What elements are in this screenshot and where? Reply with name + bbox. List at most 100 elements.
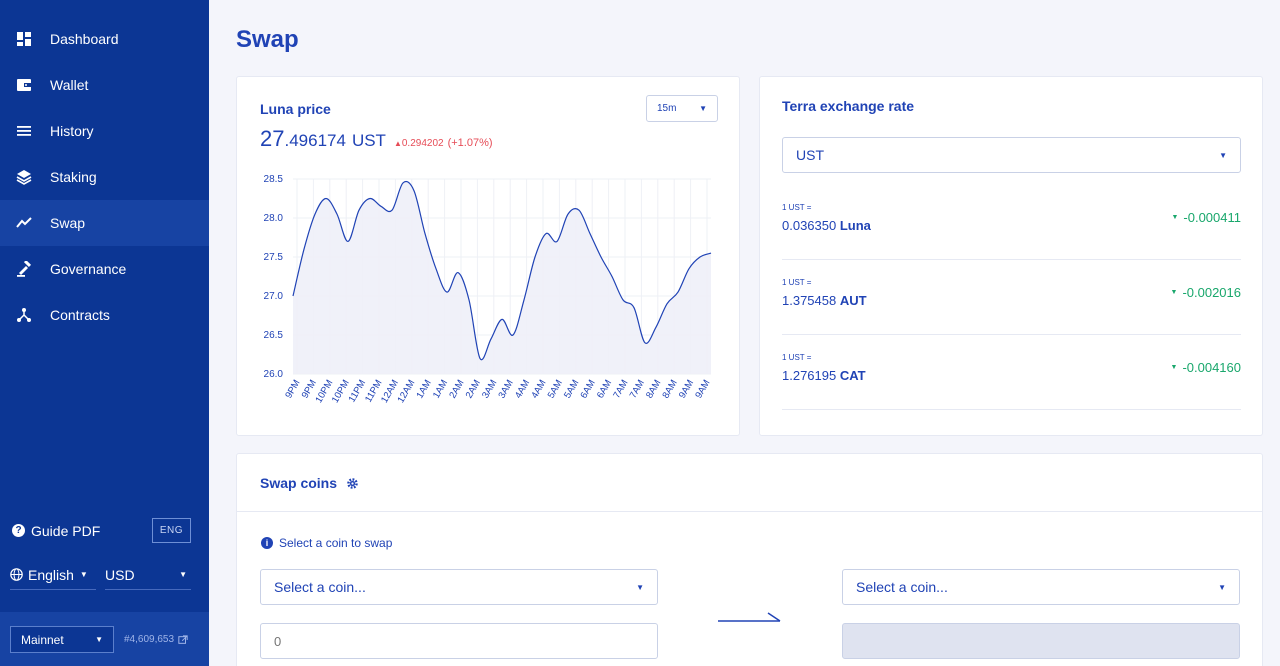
rate-delta-value: -0.002016 [1182,285,1241,300]
x-tick-label: 4AM [529,378,548,400]
x-tick-label: 9AM [677,378,696,400]
sidebar-item-wallet[interactable]: Wallet [0,62,209,108]
language-select[interactable]: English ▼ [10,560,96,590]
luna-price-title: Luna price [260,101,331,117]
to-coin-placeholder: Select a coin... [856,579,948,595]
governance-icon [16,261,32,277]
rate-prefix: 1 UST = [782,353,812,362]
language-value: English [28,566,74,583]
caret-up-icon: ▲ [393,139,402,148]
sidebar-item-label: Governance [50,261,127,277]
y-tick-label: 28.5 [264,174,284,185]
price-change-percent: (+1.07%) [447,137,493,149]
price-integer: 27 [260,126,285,151]
page-title: Swap [236,26,299,53]
sidebar-item-staking[interactable]: Staking [0,154,209,200]
from-coin-select[interactable]: Select a coin... ▼ [260,569,658,605]
x-tick-label: 2AM [464,378,483,400]
sidebar-item-label: Wallet [50,77,89,93]
sidebar-item-label: Staking [50,169,97,185]
rate-value: 1.276195 CAT [782,368,866,383]
caret-down-icon: ▼ [1170,289,1178,296]
denom-value: UST [796,147,824,163]
x-tick-label: 8AM [644,378,663,400]
locale-selectors: English ▼ USD ▼ [10,560,191,590]
x-tick-label: 2AM [447,378,466,400]
contracts-icon [16,307,32,323]
sidebar-item-contracts[interactable]: Contracts [0,292,209,338]
swap-title-text: Swap coins [260,475,338,491]
sidebar-item-swap[interactable]: Swap [0,200,209,246]
block-height: #4,609,653 [124,634,175,645]
x-tick-label: 6AM [578,378,597,400]
globe-icon [10,568,23,581]
arrow-right-icon [718,612,781,622]
rate-delta: ▼ -0.004160 [1171,360,1242,375]
chevron-down-icon: ▼ [636,582,644,592]
history-icon [16,123,32,139]
chevron-down-icon: ▼ [699,104,707,113]
rate-delta: ▼ -0.000411 [1171,210,1241,225]
rate-delta-value: -0.004160 [1182,360,1241,375]
rate-row: 1 UST = 1.276195 CAT ▼ -0.004160 [782,335,1241,410]
sidebar-item-dashboard[interactable]: Dashboard [0,16,209,62]
swap-header: Swap coins [237,454,1262,512]
wallet-icon [16,77,32,93]
swap-coins-card: Swap coins i Select a coin to swap Selec… [236,453,1263,666]
staking-icon [16,169,32,185]
network-select[interactable]: Mainnet ▼ [10,626,114,653]
rate-denom: Luna [839,218,871,233]
y-tick-label: 26.5 [264,330,284,341]
rate-denom: CAT [839,368,866,383]
sidebar-item-history[interactable]: History [0,108,209,154]
price-decimal: .496174 [284,131,346,150]
swap-icon [16,215,32,231]
block-height-link[interactable]: #4,609,653 [124,634,188,645]
interval-select[interactable]: 15m ▼ [646,95,718,122]
x-tick-label: 7AM [628,378,647,400]
x-tick-label: 1AM [431,378,450,400]
price-area [293,181,711,374]
y-tick-label: 28.0 [264,213,284,224]
y-tick-label: 27.0 [264,291,284,302]
currency-value: USD [105,566,135,583]
luna-price-chart: 28.528.027.527.026.526.09PM9PM10PM10PM11… [264,174,713,405]
luna-price-value: 27.496174 UST ▲0.294202 (+1.07%) [260,126,493,152]
from-coin-placeholder: Select a coin... [274,579,366,595]
to-coin-select[interactable]: Select a coin... ▼ [842,569,1240,605]
guide-language-button[interactable]: ENG [151,518,191,543]
rate-amount: 0.036350 [782,218,837,233]
rate-row: 1 UST = 0.036350 Luna ▼ -0.000411 [782,185,1241,260]
rate-amount: 1.276195 [782,368,837,383]
chevron-down-icon: ▼ [95,635,103,644]
denom-select[interactable]: UST ▼ [782,137,1241,173]
sidebar-footer: Mainnet ▼ #4,609,653 [0,612,209,666]
currency-select[interactable]: USD ▼ [105,560,191,590]
chevron-down-icon: ▼ [1219,150,1227,160]
exchange-rate-title: Terra exchange rate [782,98,915,114]
chevron-down-icon: ▼ [179,570,187,579]
from-amount-input[interactable] [260,623,658,659]
interval-value: 15m [657,103,677,114]
y-tick-label: 27.5 [264,252,284,263]
x-tick-label: 7AM [611,378,630,400]
sidebar-item-governance[interactable]: Governance [0,246,209,292]
swap-title: Swap coins [260,475,359,491]
x-tick-label: 12AM [395,378,417,405]
x-tick-label: 5AM [562,378,581,400]
x-tick-label: 5AM [546,378,565,400]
price-change-value: 0.294202 [401,138,444,149]
external-link-icon [178,634,188,644]
gear-icon[interactable] [346,477,359,490]
rate-prefix: 1 UST = [782,278,812,287]
caret-down-icon: ▼ [1170,364,1178,371]
rate-denom: AUT [839,293,867,308]
info-icon: i [261,537,273,549]
x-tick-label: 9PM [283,378,302,400]
sidebar-item-label: Swap [50,215,86,231]
y-tick-label: 26.0 [264,369,284,380]
guide-pdf-link[interactable]: ? Guide PDF ENG [12,518,191,543]
dashboard-icon [16,31,32,47]
x-tick-label: 3AM [480,378,499,400]
price-line [292,180,712,361]
